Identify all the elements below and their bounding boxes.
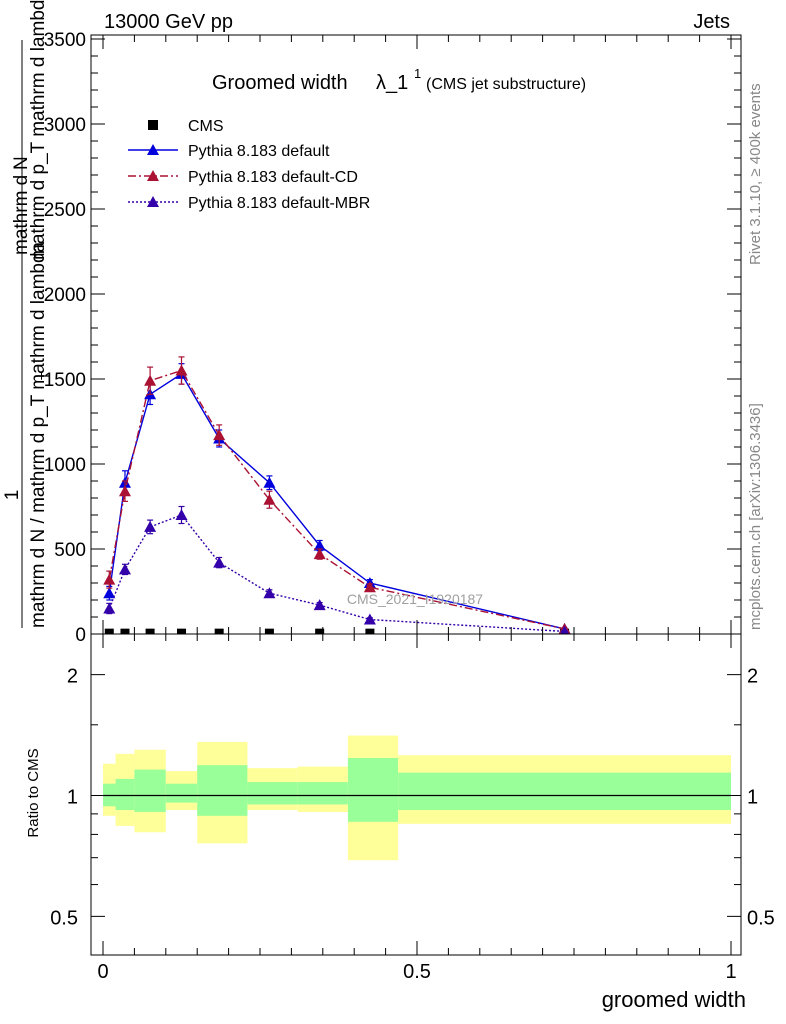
main-plot-series (103, 356, 571, 638)
legend-label: Pythia 8.183 default-CD (188, 169, 358, 186)
y-label-rhs-d: mathrm d (11, 175, 32, 255)
uncertainty-band-inner (247, 782, 298, 805)
data-point-marker (103, 587, 116, 599)
data-point-marker (264, 628, 274, 638)
y-label-denominator-sub: T (38, 372, 53, 380)
uncertainty-band-inner (297, 782, 348, 805)
uncertainty-band-inner (134, 769, 166, 812)
y-tick-label: 3000 (44, 115, 86, 136)
main-plot-background (91, 35, 741, 634)
data-point-marker (103, 573, 116, 585)
data-point-marker (145, 628, 155, 638)
uncertainty-band-inner (165, 783, 198, 803)
ratio-y-tick-label: 0.5 (50, 907, 78, 929)
analysis-watermark: CMS_2021_I1920187 (347, 591, 483, 607)
ratio-y-tick-label: 2 (67, 666, 78, 688)
data-point-marker (263, 476, 276, 488)
y-tick-label: 1500 (44, 370, 86, 391)
ratio-y-tick-label: 1 (67, 787, 78, 809)
legend: CMS Pythia 8.183 default Pythia 8.183 defa… (128, 118, 370, 212)
legend-label: Pythia 8.183 default (188, 143, 330, 160)
data-point-marker (263, 587, 276, 599)
legend-label: CMS (188, 118, 224, 135)
ratio-frame (90, 633, 742, 956)
y-label-rhs-bottom: mathrm d p_T mathrm d lambda (28, 0, 49, 260)
data-point-marker (175, 364, 188, 376)
data-point-marker (313, 539, 326, 551)
legend-marker (147, 144, 159, 155)
data-point-marker (120, 628, 130, 638)
ratio-plot-axes: 0.5 0.5 1 1 2 2 0 0.5 1 (50, 633, 775, 983)
legend-marker (148, 120, 158, 130)
title-lambda: λ_1 (376, 72, 408, 94)
uncertainty-band-inner (398, 772, 731, 811)
jets-label: Jets (693, 11, 730, 33)
data-point-marker (313, 548, 326, 560)
ratio-bands (91, 634, 741, 955)
y-tick-label: 0 (75, 625, 86, 646)
y-tick-label: 3500 (44, 30, 86, 51)
data-point-marker (118, 485, 131, 497)
legend-marker (147, 196, 159, 207)
y-tick-label: 1000 (44, 455, 86, 476)
x-tick-label: 0.5 (403, 961, 431, 983)
uncertainty-band-inner (347, 757, 399, 822)
uncertainty-band-inner (115, 778, 135, 811)
title-main: Groomed width (212, 72, 348, 94)
x-axis-label: groomed width (602, 987, 746, 1012)
y-tick-label: 2000 (44, 285, 86, 306)
data-point-marker (263, 493, 276, 505)
rivet-label: Rivet 3.1.10, ≥ 400k events (747, 83, 764, 265)
ratio-y-tick-label-right: 1 (747, 787, 758, 809)
y-label-rhs-n: N (11, 156, 32, 170)
main-plot-area (91, 35, 741, 634)
data-point-marker (214, 628, 224, 638)
energy-label: 13000 GeV pp (104, 11, 233, 33)
data-point-marker (104, 628, 114, 638)
ratio-y-tick-label-right: 2 (747, 666, 758, 688)
data-point-marker (118, 563, 131, 575)
data-point-marker (175, 509, 188, 520)
mcplots-label: mcplots.cern.ch [arXiv:1306.3436] (747, 403, 764, 630)
uncertainty-band-inner (197, 765, 248, 816)
data-point-marker (177, 628, 186, 638)
data-point-marker (365, 628, 375, 638)
y-tick-label: 500 (54, 540, 86, 561)
data-point-marker (315, 628, 325, 638)
x-tick-label: 1 (725, 961, 736, 983)
data-point-marker (213, 556, 226, 568)
main-plot-axes: 0 500 1000 1500 2000 2500 3000 3500 (44, 30, 742, 646)
ratio-y-label: Ratio to CMS (25, 748, 42, 837)
ratio-y-tick-label-right: 0.5 (747, 907, 775, 929)
plot-title: Groomed width λ_1 1 (CMS jet substructur… (212, 66, 586, 94)
data-point-marker (363, 613, 376, 625)
main-y-label: 1 mathrm d N / mathrm d p_T mathrm d lam… (2, 0, 53, 628)
data-point-marker (213, 429, 226, 441)
data-point-marker (103, 602, 116, 614)
y-tick-label: 2500 (44, 200, 86, 221)
title-subtitle: (CMS jet substructure) (426, 76, 586, 93)
title-superscript: 1 (414, 66, 421, 81)
legend-marker (147, 170, 159, 181)
data-point-marker (363, 581, 376, 593)
data-point-marker (313, 599, 326, 611)
legend-label: Pythia 8.183 default-MBR (188, 195, 370, 212)
y-label-denominator: mathrm d N / mathrm d p_T mathrm d lambd… (28, 241, 49, 628)
y-label-numerator: 1 (2, 490, 23, 501)
x-tick-label: 0 (97, 961, 108, 983)
data-point-marker (144, 520, 157, 532)
data-point-marker (144, 374, 157, 386)
